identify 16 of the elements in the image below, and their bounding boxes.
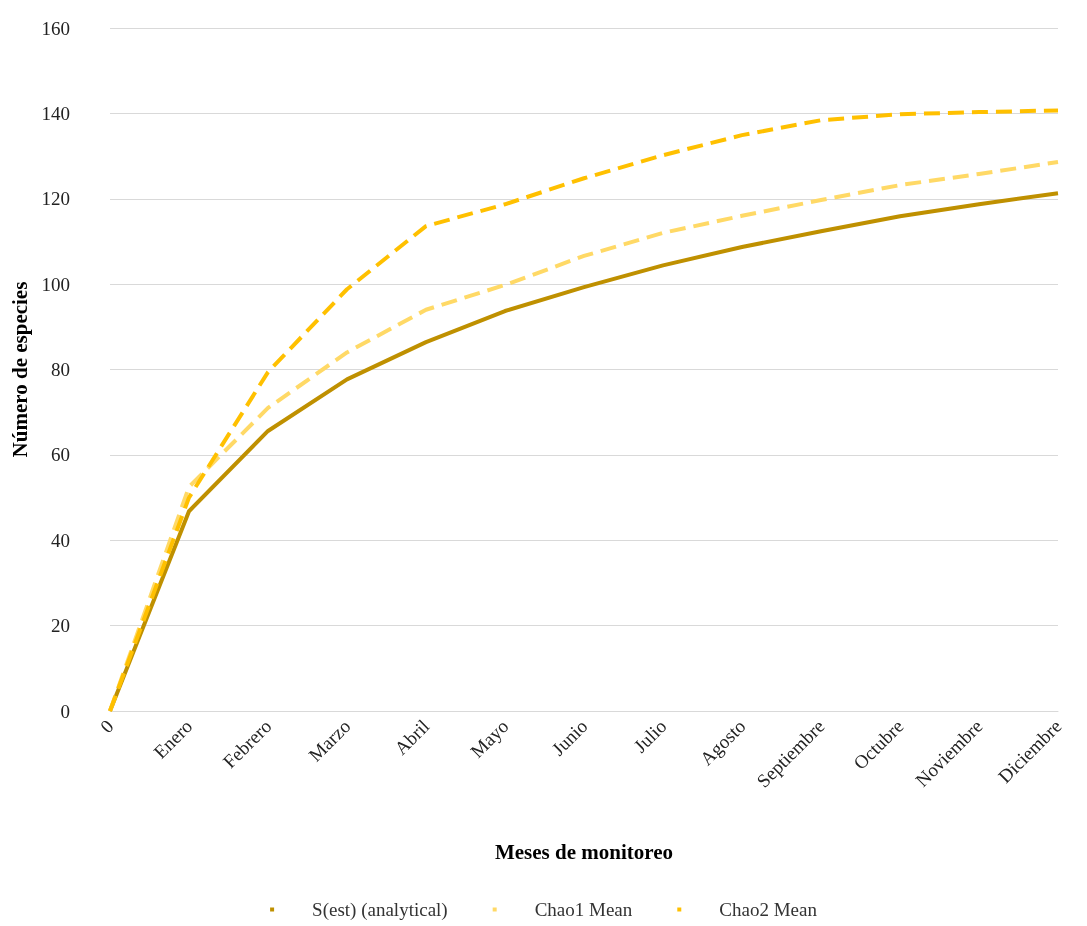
legend-label: S(est) (analytical): [312, 899, 448, 921]
x-axis-title: Meses de monitoreo: [494, 839, 674, 864]
y-tick-label: 140: [41, 102, 70, 124]
y-tick-label: 40: [51, 529, 70, 551]
legend-label: Chao2 Mean: [719, 899, 818, 920]
y-tick-label: 100: [41, 273, 70, 295]
y-tick-label: 80: [51, 359, 70, 380]
y-axis-title: Número de especies: [7, 281, 32, 458]
legend-label: Chao1 Mean: [534, 899, 633, 920]
y-tick-label: 120: [41, 188, 70, 210]
y-tick-label: 0: [60, 700, 70, 722]
x-tick-label: 0: [95, 715, 118, 738]
y-tick-label: 160: [41, 17, 70, 39]
y-tick-label: 20: [51, 615, 70, 637]
x-tick-label: Julio: [629, 715, 671, 757]
y-tick-label: 60: [51, 444, 70, 466]
